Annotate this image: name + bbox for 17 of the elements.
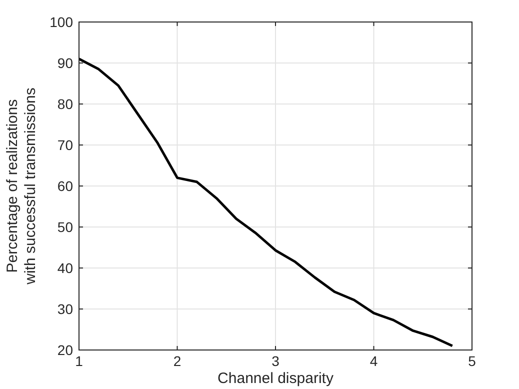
y-tick-label: 100	[50, 14, 74, 30]
y-tick-label: 30	[57, 301, 74, 317]
line-series	[78, 58, 454, 348]
x-tick-label: 1	[75, 353, 84, 369]
y-tick-label: 20	[57, 342, 74, 358]
y-tick-label: 80	[57, 96, 74, 112]
y-tick-label: 50	[57, 219, 74, 235]
y-tick-label: 90	[57, 55, 74, 71]
x-axis-title: Channel disparity	[218, 370, 334, 387]
y-tick-label: 70	[57, 137, 74, 153]
y-axis-title: Percentage of realizations with successful transmissions	[4, 88, 39, 286]
x-tick-label: 3	[272, 353, 280, 369]
y-tick-label: 40	[57, 260, 74, 276]
x-tick-label: 2	[173, 353, 182, 369]
x-tick-label: 4	[370, 353, 378, 369]
y-tick-label: 60	[57, 178, 74, 194]
x-tick-label: 5	[468, 353, 476, 369]
